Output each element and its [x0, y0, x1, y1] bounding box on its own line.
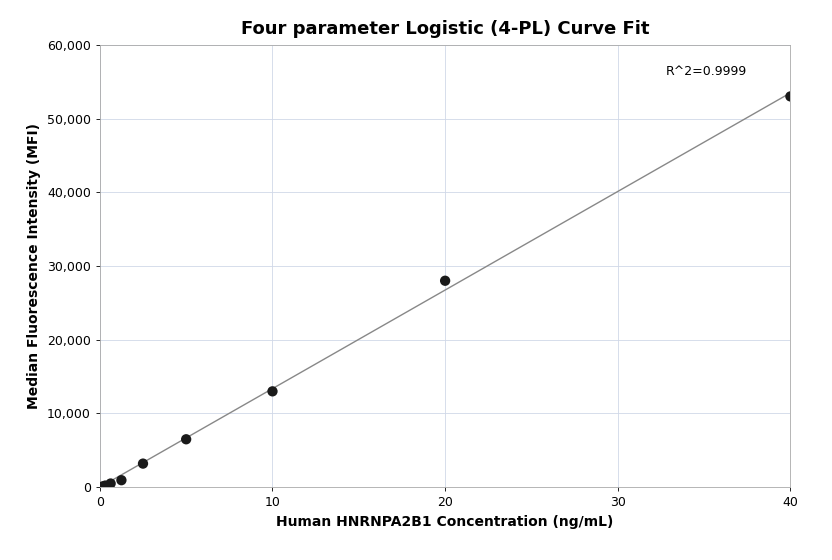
Y-axis label: Median Fluorescence Intensity (MFI): Median Fluorescence Intensity (MFI) — [27, 123, 42, 409]
Point — [115, 475, 128, 484]
Point — [96, 482, 109, 491]
Point — [104, 479, 117, 488]
Point — [784, 92, 797, 101]
Point — [180, 435, 193, 444]
Title: Four parameter Logistic (4-PL) Curve Fit: Four parameter Logistic (4-PL) Curve Fit — [241, 20, 649, 38]
X-axis label: Human HNRNPA2B1 Concentration (ng/mL): Human HNRNPA2B1 Concentration (ng/mL) — [276, 515, 614, 529]
Point — [438, 276, 452, 285]
Point — [98, 481, 111, 490]
Point — [136, 459, 150, 468]
Text: R^2=0.9999: R^2=0.9999 — [666, 65, 747, 78]
Point — [266, 387, 280, 396]
